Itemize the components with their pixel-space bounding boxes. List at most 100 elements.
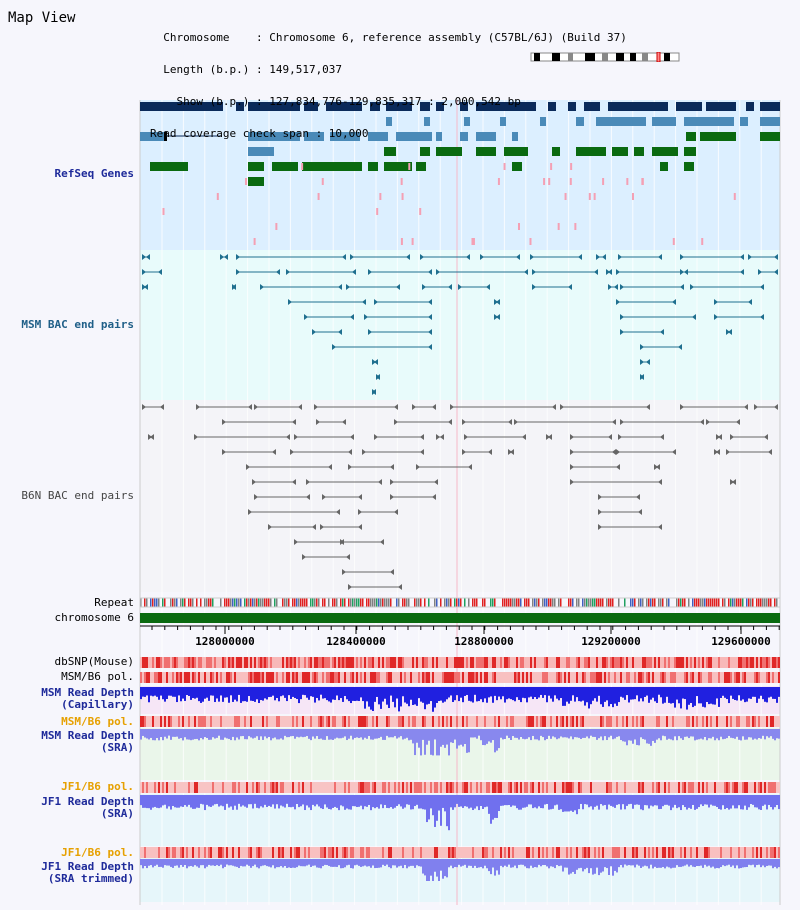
heat-cell	[478, 847, 480, 858]
depth-bar	[318, 795, 320, 807]
repeat-mark	[140, 598, 142, 607]
heat-cell	[164, 782, 166, 793]
bac-end-arrow	[352, 269, 356, 275]
heat-cell	[416, 782, 418, 793]
heat-cell	[464, 716, 466, 727]
heat-cell	[542, 847, 544, 858]
depth-bar	[522, 859, 524, 865]
depth-bar	[756, 859, 758, 866]
bac-end-arrow	[680, 284, 684, 290]
heat-cell	[736, 782, 738, 793]
heat-cell	[350, 672, 352, 683]
heat-cell	[496, 716, 498, 727]
depth-bar	[332, 729, 334, 740]
depth-bar	[770, 687, 772, 697]
depth-bar	[642, 859, 644, 867]
bac-end-arrow	[364, 314, 368, 320]
heat-cell	[742, 716, 744, 727]
heat-cell	[490, 716, 492, 727]
depth-bar	[502, 859, 504, 868]
heat-cell	[520, 716, 522, 727]
gene-block	[760, 102, 780, 111]
repeat-mark	[536, 598, 538, 607]
bac-end-arrow	[378, 479, 382, 485]
heat-cell	[186, 657, 188, 668]
heat-cell	[522, 782, 524, 793]
depth-bar	[214, 859, 216, 866]
heat-cell	[540, 657, 542, 668]
bac-end-arrow	[260, 284, 264, 290]
heat-cell	[370, 672, 372, 683]
track-label-jf1-read-sra: JF1 Read Depth (SRA)	[41, 795, 134, 820]
heat-cell	[456, 847, 458, 858]
heat-cell	[368, 716, 370, 727]
depth-bar	[778, 687, 780, 697]
depth-bar	[494, 859, 496, 876]
heat-cell	[574, 847, 576, 858]
bac-end-arrow	[450, 404, 454, 410]
repeat-mark	[344, 598, 346, 607]
depth-bar	[316, 795, 318, 805]
depth-bar	[412, 687, 414, 705]
heat-cell	[636, 716, 638, 727]
depth-bar	[436, 729, 438, 756]
depth-bar	[632, 795, 634, 809]
gene-block	[436, 147, 462, 156]
heat-cell	[764, 782, 766, 793]
depth-bar	[758, 687, 760, 699]
heat-cell	[500, 672, 502, 683]
heat-cell	[502, 657, 504, 668]
heat-cell	[340, 716, 342, 727]
depth-bar	[668, 795, 670, 806]
depth-bar	[218, 729, 220, 736]
heat-cell	[238, 672, 240, 683]
heat-cell	[384, 782, 386, 793]
depth-bar	[340, 687, 342, 699]
track-label-refseq: RefSeq Genes	[54, 167, 134, 180]
heat-cell	[550, 657, 552, 668]
depth-bar	[532, 795, 534, 809]
heat-cell	[578, 672, 580, 683]
depth-bar	[238, 795, 240, 804]
repeat-mark	[348, 598, 350, 607]
bac-end-arrow	[764, 434, 768, 440]
heat-cell	[148, 782, 150, 793]
depth-bar	[374, 859, 376, 869]
heat-cell	[642, 672, 644, 683]
depth-bar	[480, 859, 482, 867]
heat-cell	[426, 657, 428, 668]
repeat-mark	[368, 598, 370, 607]
heat-cell	[168, 847, 170, 858]
heat-cell	[614, 847, 616, 858]
heat-cell	[320, 716, 322, 727]
depth-bar	[548, 687, 550, 696]
heat-cell	[266, 672, 268, 683]
repeat-mark	[534, 598, 536, 607]
heat-cell	[536, 782, 538, 793]
heat-cell	[152, 782, 154, 793]
heat-cell	[364, 672, 366, 683]
heat-cell	[490, 782, 492, 793]
heat-cell	[438, 657, 440, 668]
heat-cell	[386, 782, 388, 793]
repeat-mark	[224, 598, 226, 607]
heat-cell	[354, 716, 356, 727]
depth-bar	[328, 687, 330, 702]
repeat-mark	[262, 598, 264, 607]
repeat-mark	[774, 598, 776, 607]
heat-cell	[772, 657, 774, 668]
depth-bar	[178, 795, 180, 808]
heat-cell	[296, 847, 298, 858]
heat-cell	[266, 782, 268, 793]
chromosome-ideogram[interactable]	[530, 52, 680, 62]
repeat-mark	[492, 598, 494, 607]
heat-cell	[662, 847, 664, 858]
repeat-mark	[594, 598, 596, 607]
heat-cell	[170, 782, 172, 793]
gene-block	[386, 102, 412, 111]
depth-bar	[660, 795, 662, 809]
gene-tick	[253, 238, 256, 245]
heat-cell	[462, 716, 464, 727]
heat-cell	[204, 716, 206, 727]
heat-cell	[600, 657, 602, 668]
